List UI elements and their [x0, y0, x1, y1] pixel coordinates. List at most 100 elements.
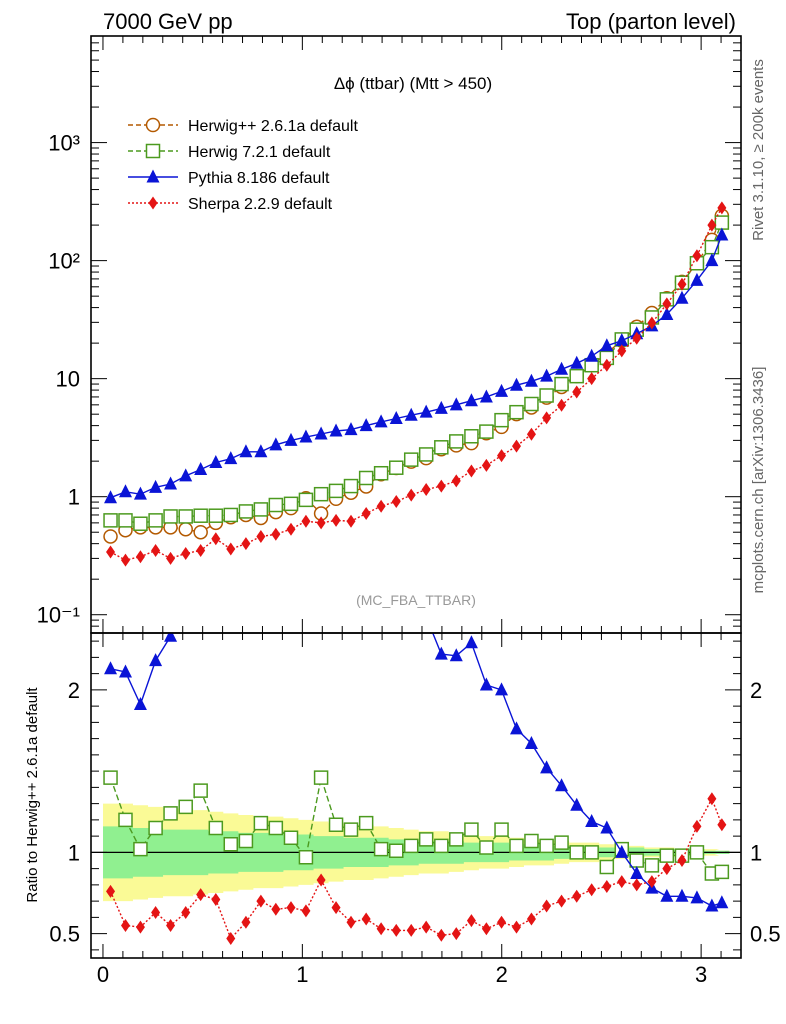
- data-point: [193, 783, 208, 798]
- mcplots-label: mcplots.cern.ch [arXiv:1306.3436]: [750, 367, 767, 594]
- data-point: [329, 423, 343, 437]
- data-point: [647, 316, 657, 330]
- data-point: [540, 368, 554, 382]
- data-point: [179, 468, 193, 482]
- legend-marker: [145, 143, 161, 159]
- data-point: [717, 818, 727, 832]
- data-point: [181, 547, 191, 561]
- data-point: [479, 389, 493, 403]
- data-point: [373, 841, 389, 857]
- data-point: [707, 218, 717, 232]
- series-line-herwig7: [110, 222, 723, 525]
- data-point: [479, 840, 494, 855]
- y-tick-label: 10: [56, 367, 80, 392]
- series-line-sherpa: [110, 207, 723, 561]
- data-point: [689, 845, 705, 860]
- data-point: [253, 502, 269, 517]
- data-point: [584, 845, 599, 860]
- data-point: [298, 492, 314, 508]
- data-point: [715, 227, 729, 241]
- data-point: [194, 461, 208, 475]
- data-point: [600, 820, 614, 834]
- data-point: [464, 635, 478, 649]
- data-point: [600, 338, 614, 352]
- data-point: [494, 412, 509, 428]
- data-point: [223, 507, 239, 523]
- data-point: [299, 429, 313, 443]
- data-point: [283, 496, 299, 512]
- data-point: [418, 832, 434, 847]
- data-point: [391, 495, 401, 509]
- data-point: [106, 884, 116, 898]
- data-point: [135, 550, 145, 564]
- series-line-pythia: [110, 633, 723, 907]
- x-tick-label: 2: [496, 962, 508, 987]
- data-point: [555, 361, 569, 375]
- data-point: [178, 521, 193, 537]
- data-point: [677, 854, 687, 867]
- data-point: [511, 439, 521, 453]
- data-point: [358, 815, 374, 831]
- data-point: [253, 815, 269, 831]
- data-point: [209, 454, 223, 468]
- y-tick-label: 0.5: [49, 922, 80, 947]
- y-tick-label: 1: [68, 485, 80, 510]
- data-point: [617, 344, 627, 358]
- data-point: [569, 368, 584, 384]
- data-point: [449, 648, 463, 662]
- data-point: [331, 901, 341, 915]
- data-point: [705, 898, 719, 912]
- y-tick-label-right: 1: [750, 840, 762, 865]
- data-point: [163, 806, 178, 821]
- series-herwig7: [103, 215, 730, 531]
- data-point: [524, 736, 538, 749]
- data-point: [404, 407, 418, 421]
- data-point: [403, 452, 419, 467]
- legend-label: Sherpa 2.2.9 default: [188, 196, 333, 213]
- data-point: [436, 479, 446, 493]
- data-point: [211, 893, 221, 906]
- data-point: [540, 760, 554, 774]
- data-point: [615, 844, 629, 858]
- data-point: [164, 633, 178, 642]
- data-point: [118, 513, 133, 528]
- data-point: [690, 890, 704, 904]
- data-point: [343, 822, 359, 837]
- data-point: [677, 277, 687, 291]
- data-point: [570, 355, 584, 369]
- y-tick-label-right: 0.5: [750, 922, 781, 947]
- legend-label: Herwig 7.2.1 default: [188, 144, 331, 161]
- data-point: [675, 888, 689, 902]
- data-point: [434, 440, 449, 455]
- data-point: [466, 464, 476, 478]
- series-herwigpp: [103, 208, 730, 544]
- data-point: [151, 906, 161, 919]
- data-point: [328, 483, 344, 499]
- data-point: [495, 383, 509, 397]
- data-point: [226, 542, 236, 556]
- data-point: [587, 883, 597, 897]
- data-point: [481, 458, 491, 472]
- data-point: [615, 333, 629, 347]
- data-point: [239, 444, 253, 458]
- data-point: [346, 915, 356, 929]
- data-point: [554, 376, 569, 392]
- data-point: [313, 770, 329, 785]
- data-point: [178, 509, 193, 524]
- data-point: [403, 838, 419, 854]
- data-point: [526, 427, 536, 441]
- data-point: [449, 397, 463, 411]
- data-point: [133, 516, 148, 531]
- data-point: [166, 919, 176, 932]
- data-point: [451, 474, 461, 488]
- data-point: [632, 878, 642, 892]
- data-point: [495, 682, 509, 696]
- data-point: [196, 888, 206, 902]
- series-line-herwigpp: [110, 215, 723, 538]
- data-point: [479, 424, 494, 439]
- data-point: [509, 377, 523, 391]
- data-point: [555, 778, 569, 792]
- data-point: [526, 912, 536, 926]
- data-point: [298, 850, 314, 865]
